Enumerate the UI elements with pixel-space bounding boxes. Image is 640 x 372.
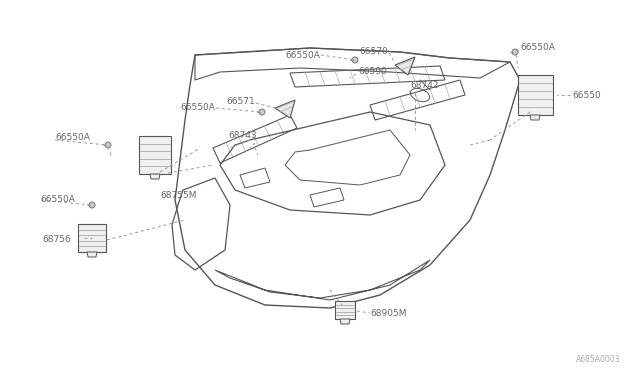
Polygon shape (395, 57, 415, 75)
Text: 66550A: 66550A (55, 134, 90, 142)
Text: 66550A: 66550A (520, 44, 555, 52)
Text: 68743: 68743 (228, 131, 257, 140)
Polygon shape (150, 174, 160, 179)
Text: 66571: 66571 (227, 97, 255, 106)
Text: 66550: 66550 (572, 90, 601, 99)
Circle shape (512, 49, 518, 55)
Polygon shape (275, 100, 295, 118)
Text: 68755M: 68755M (160, 190, 196, 199)
Text: 66590: 66590 (358, 67, 387, 77)
Circle shape (352, 57, 358, 63)
Polygon shape (340, 319, 350, 324)
Polygon shape (530, 115, 540, 120)
Circle shape (259, 109, 265, 115)
Text: 68742: 68742 (410, 80, 438, 90)
Polygon shape (518, 75, 552, 115)
Text: 66550A: 66550A (40, 196, 75, 205)
Polygon shape (335, 301, 355, 319)
Text: 66570: 66570 (359, 48, 388, 57)
Polygon shape (139, 136, 171, 174)
Text: A685A0003: A685A0003 (575, 355, 620, 364)
Text: 68756: 68756 (42, 235, 71, 244)
Circle shape (89, 202, 95, 208)
Circle shape (105, 142, 111, 148)
Text: 66550A: 66550A (285, 51, 320, 60)
Text: 66550A: 66550A (180, 103, 215, 112)
Text: 68905M: 68905M (370, 308, 406, 317)
Polygon shape (87, 252, 97, 257)
Polygon shape (78, 224, 106, 252)
